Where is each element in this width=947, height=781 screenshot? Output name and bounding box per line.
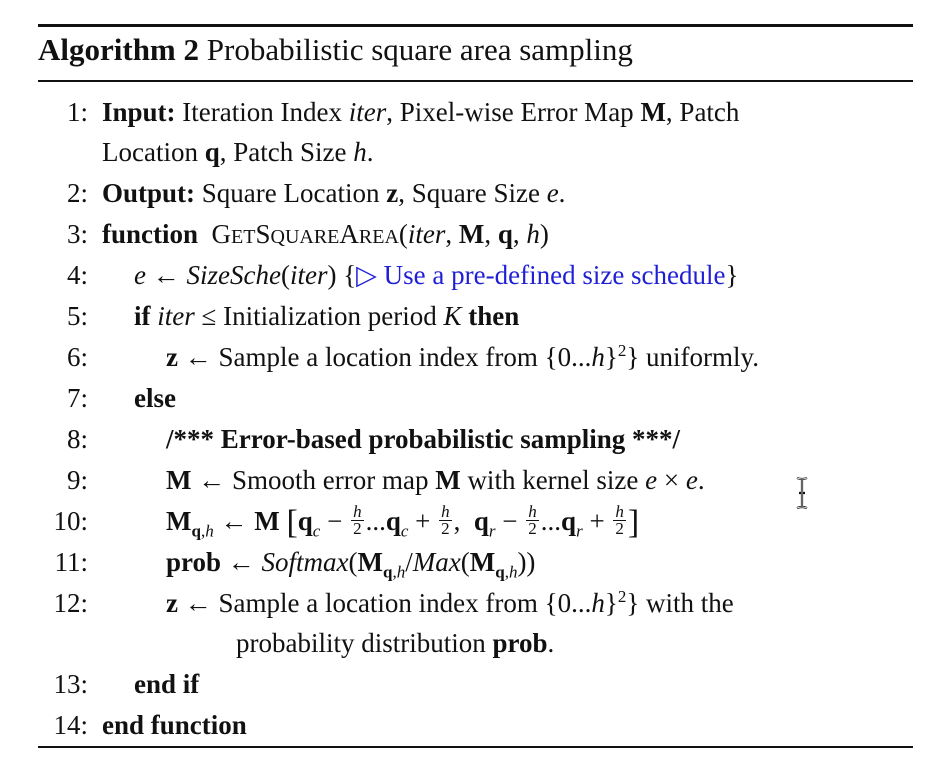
line-text: end function	[102, 710, 247, 740]
line-number: 2:	[66, 178, 88, 208]
line-text: /*** Error-based probabilistic sampling …	[166, 424, 681, 454]
line-text: Output: Square Location z, Square Size e…	[102, 178, 566, 208]
algorithm-title: Probabilistic square area sampling	[206, 32, 633, 67]
algorithm-label: Algorithm 2	[38, 32, 200, 67]
line-text: prob ← Softmax(Mq,h/Max(Mq,h))	[166, 547, 536, 582]
line-text: if iter ≤ Initialization period K then	[134, 301, 520, 331]
algorithm-header: Algorithm 2 Probabilistic square area sa…	[38, 32, 633, 68]
comment: ▷ Use a pre-defined size schedule	[356, 260, 726, 290]
bottom-rule	[38, 746, 913, 748]
line-number: 1:	[66, 97, 88, 127]
line-number: 12:	[53, 588, 88, 618]
line-text: Location q, Patch Size h.	[102, 137, 374, 167]
line-number: 6:	[66, 342, 88, 372]
line-number: 10:	[53, 506, 88, 536]
line-number: 14:	[53, 710, 88, 740]
line-number: 5:	[66, 301, 88, 331]
line-number: 7:	[66, 383, 88, 413]
line-text: end if	[134, 669, 200, 699]
line-number: 4:	[66, 260, 88, 290]
line-text: M ← Smooth error map M with kernel size …	[166, 465, 705, 495]
line-text: function GETSQUAREAREA(iter, M, q, h)	[102, 219, 549, 249]
line-number: 11:	[54, 547, 89, 577]
line-text: e ← SizeSche(iter) {▷ Use a pre-defined …	[134, 260, 739, 290]
line-number: 3:	[66, 219, 88, 249]
line-text: z ← Sample a location index from {0...h}…	[166, 587, 734, 618]
line-number: 8:	[66, 424, 88, 454]
top-rule	[38, 24, 913, 27]
line-text: Input: Iteration Index iter, Pixel-wise …	[102, 97, 740, 127]
line-number: 13:	[53, 669, 88, 699]
line-text: else	[134, 383, 176, 413]
line-number: 9:	[66, 465, 88, 495]
line-text: probability distribution prob.	[236, 628, 555, 658]
text-cursor-icon	[796, 476, 808, 510]
header-rule	[38, 80, 913, 82]
line-text: z ← Sample a location index from {0...h}…	[166, 341, 760, 372]
